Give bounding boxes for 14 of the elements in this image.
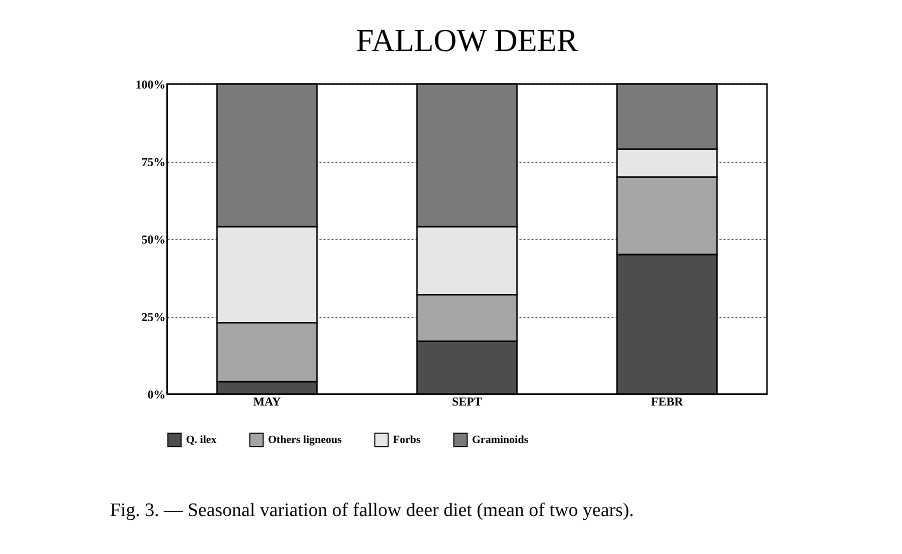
y-tick-label: 75% — [142, 155, 166, 169]
y-tick-label: 0% — [148, 388, 166, 402]
chart-title: FALLOW DEER — [356, 22, 579, 58]
y-tick-label: 100% — [136, 78, 166, 92]
x-tick-label: SEPT — [452, 394, 482, 408]
legend-label: Graminoids — [472, 434, 529, 446]
legend-label: Forbs — [393, 434, 422, 446]
caption: Fig. 3. — Seasonal variation of fallow deer diet (mean of two years). — [110, 500, 634, 522]
legend-label: Q. ilex — [186, 434, 218, 446]
legend-label: Others ligneous — [268, 434, 342, 446]
y-tick-label: 50% — [142, 232, 166, 246]
x-tick-label: MAY — [253, 394, 282, 408]
x-tick-label: FEBR — [650, 394, 684, 408]
y-tick-label: 25% — [142, 310, 166, 324]
